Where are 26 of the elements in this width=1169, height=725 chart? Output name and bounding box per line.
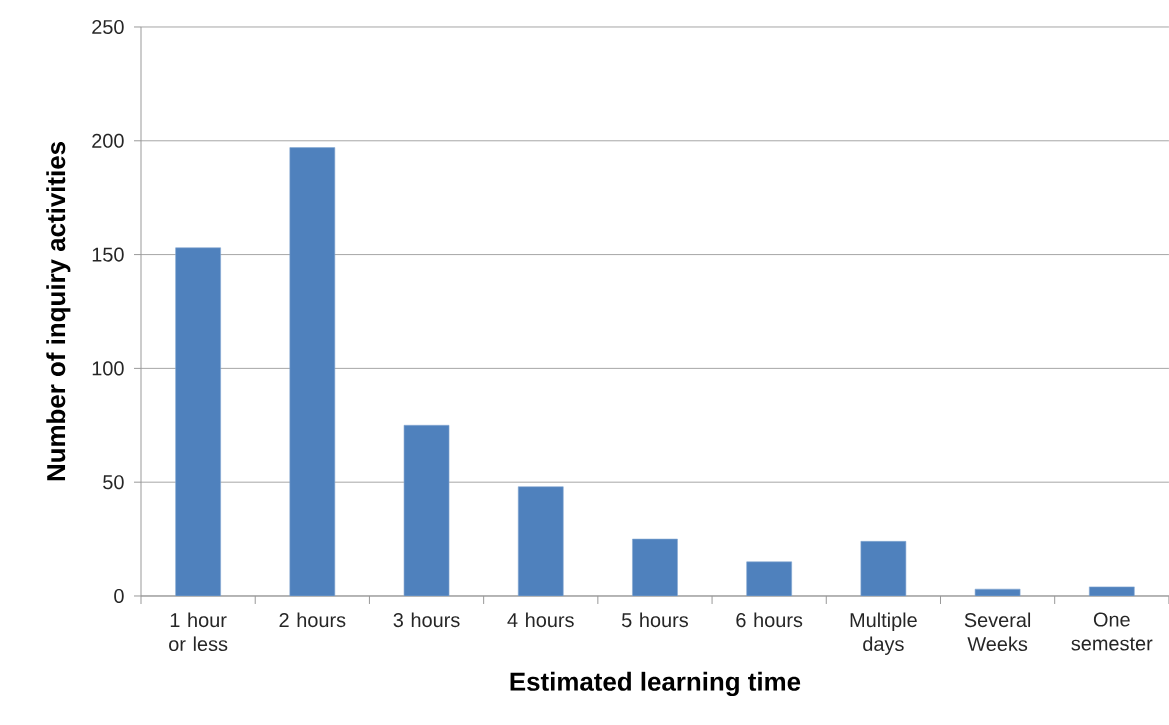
x-tick-label: 5 hours: [621, 612, 688, 628]
x-tick-label: 4 hours: [507, 612, 574, 628]
y-tick-label: 0: [114, 588, 124, 604]
y-axis-title: Number of inquiry activities: [46, 141, 71, 481]
y-tick-label: 100: [92, 361, 124, 376]
bar: [175, 247, 221, 596]
x-tick-label: Several Weeks: [964, 612, 1031, 652]
x-tick-label: One semester: [1071, 612, 1153, 651]
x-axis-title: Estimated learning time: [510, 671, 801, 697]
bar: [517, 486, 564, 596]
bar: [403, 424, 450, 596]
bar: [746, 561, 792, 596]
y-tick-label: 150: [92, 247, 124, 262]
x-tick-label: 3 hours: [393, 612, 460, 628]
bar: [974, 588, 1021, 596]
y-tick-label: 250: [92, 19, 124, 35]
x-tick-label: Multiple days: [850, 612, 917, 655]
bar: [1089, 586, 1135, 596]
x-tick-label: 1 hour or less: [169, 612, 228, 652]
x-tick-label: 2 hours: [279, 612, 346, 628]
y-tick-label: 200: [92, 133, 124, 148]
bar: [289, 147, 336, 596]
bar: [860, 541, 907, 596]
bar: [632, 538, 678, 596]
x-tick-label: 6 hours: [736, 612, 803, 628]
y-tick-label: 50: [103, 475, 124, 490]
